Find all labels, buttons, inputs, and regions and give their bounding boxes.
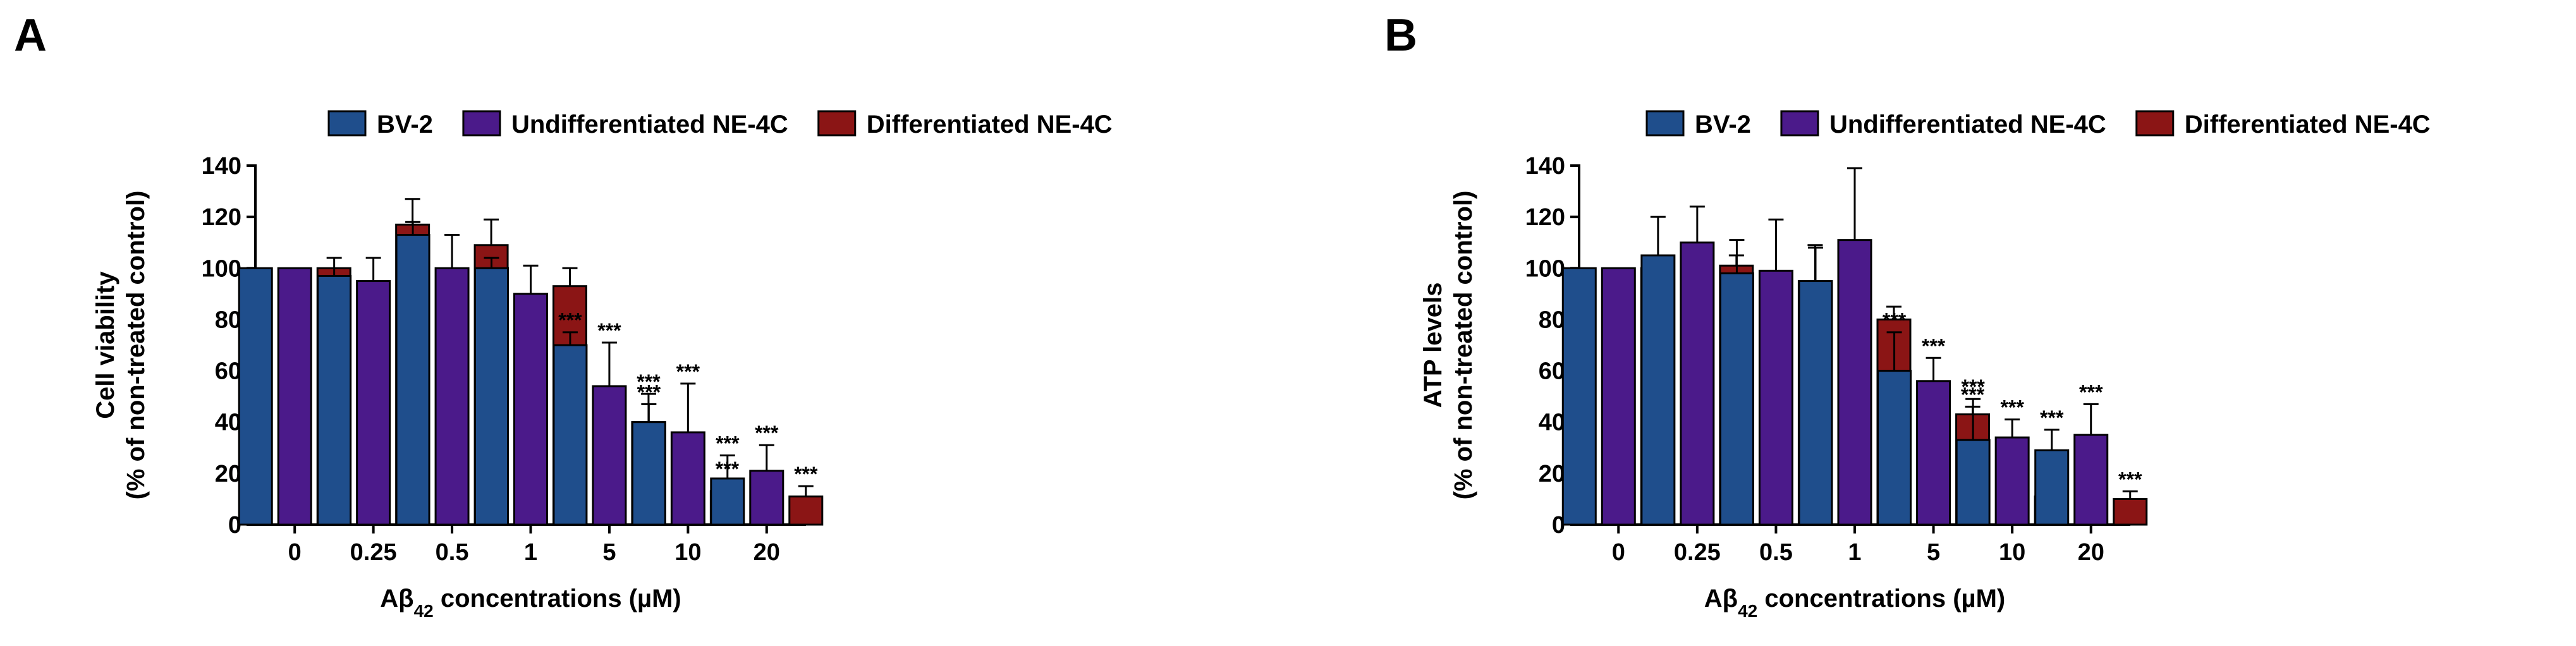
panel-b-bar-bv-2-10-significance: *** [1961,375,1985,398]
panel-b-bar-undifferentiated-ne-4c-5-significance: *** [1922,334,1946,357]
panel-a-bar-undifferentiated-ne-4c-10 [670,431,705,526]
panel-b-bar-undifferentiated-ne-4c-20 [2073,434,2109,526]
panel-b-legend-swatch-bv-2 [1645,110,1685,137]
panel-b-bar-bv-2-0-5 [1719,272,1754,526]
panel-a-bar-bv-2-1 [474,267,509,526]
panel-b-x-tick-label: 0.5 [1759,539,1793,566]
panel-a-bar-differentiated-ne-4c-5-significance: *** [637,370,661,393]
panel-a-legend-label-bv-2: BV-2 [377,111,433,138]
panel-a-y-tick-label: 120 [202,204,241,231]
panel-a-legend-label-undifferentiated-ne-4c: Undifferentiated NE-4C [511,111,788,138]
panel-a-x-tick-label: 0 [288,539,302,566]
panel-b-x-tick-label: 0.25 [1674,539,1721,566]
panel-b-bar-undifferentiated-ne-4c-10 [1994,436,2030,526]
panel-a-bar-undifferentiated-ne-4c-5-significance: *** [597,319,621,342]
panel-b-x-tick-label: 5 [1927,539,1940,566]
panel-b-y-axis-label: ATP levels (% of non-treated control) [1419,191,1477,500]
panel-a-bar-undifferentiated-ne-4c-1 [513,293,548,526]
panel-a-x-tick-label: 0.25 [350,539,397,566]
panel-b-y-tick-label: 0 [1552,512,1565,539]
panel-a-letter: A [14,10,47,61]
panel-a-x-tick-label: 10 [675,539,701,566]
panel-b-bar-bv-2-0-25 [1640,254,1676,526]
panel-b-x-axis-label: Aβ42 concentrations (µM) [1704,585,2005,621]
panel-b-bar-bv-2-20-significance: *** [2040,406,2064,429]
panel-a-bar-bv-2-0-25 [317,274,352,526]
panel-b-bar-undifferentiated-ne-4c-10-significance: *** [2000,396,2024,419]
panel-b-bar-undifferentiated-ne-4c-1 [1837,239,1872,526]
panel-a-bar-undifferentiated-ne-4c-0-25 [356,280,391,526]
panel-a-legend-swatch-undifferentiated-ne-4c [462,110,501,137]
panel-a-y-tick-label: 100 [202,255,241,282]
panel-a-x-axis-label: Aβ42 concentrations (µM) [380,585,681,621]
panel-b-y-label-line1: ATP levels [1419,283,1447,408]
panel-b-legend-swatch-undifferentiated-ne-4c [1780,110,1819,137]
panel-b-y-tick-label: 120 [1525,204,1565,231]
panel-a-bar-bv-2-10 [631,421,666,526]
panel-b-y-tick-label: 60 [1539,358,1565,385]
panel-a-bar-undifferentiated-ne-4c-20 [749,470,784,526]
panel-a-bar-differentiated-ne-4c-20 [788,495,824,526]
panel-b-bar-bv-2-1 [1798,280,1833,526]
panel-a-bar-differentiated-ne-4c-20-significance: *** [794,463,818,485]
panel-a-bar-undifferentiated-ne-4c-0 [277,267,312,526]
panel-b-x-tick-label: 0 [1612,539,1625,566]
panel-b-letter: B [1384,10,1417,61]
panel-b-bar-undifferentiated-ne-4c-20-significance: *** [2079,381,2103,403]
panel-b-bar-bv-2-20 [2034,449,2070,526]
panel-b-bar-differentiated-ne-4c-20 [2113,497,2148,526]
panel-a-y-axis-label: Cell viability (% of non-treated control) [92,191,150,500]
panel-a-legend-swatch-bv-2 [327,110,367,137]
panel-a-bar-bv-2-10-significance: *** [637,381,661,403]
panel-b-bar-differentiated-ne-4c-20-significance: *** [2118,468,2142,491]
panel-b-y-label-line2: (% of non-treated control) [1450,191,1477,500]
panel-a-bar-bv-2-20-significance: *** [716,432,740,454]
panel-b-legend-label-differentiated-ne-4c: Differentiated NE-4C [2185,111,2431,138]
panel-b-y-tick-label: 80 [1539,307,1565,333]
panel-b-bar-bv-2-5 [1877,370,1912,526]
panel-a-y-label-line2: (% of non-treated control) [122,191,150,500]
panel-b-y-tick-label: 20 [1539,461,1565,487]
panel-a-bar-undifferentiated-ne-4c-5 [592,385,627,526]
panel-a-bar-bv-2-0-5 [395,234,430,526]
panel-b-bar-undifferentiated-ne-4c-5 [1916,380,1951,526]
panel-a-bar-bv-2-20 [710,477,745,526]
panel-b-legend-label-bv-2: BV-2 [1695,111,1751,138]
panel-a-x-tick-label: 20 [754,539,780,566]
panel-a-x-tick-label: 5 [602,539,616,566]
panel-a-legend-label-differentiated-ne-4c: Differentiated NE-4C [867,111,1113,138]
panel-b-x-tick-label: 10 [1999,539,2025,566]
panel-b-y-tick-label: 140 [1525,153,1565,180]
panel-b-bar-bv-2-0 [1561,267,1597,526]
panel-b-y-tick-label: 40 [1539,410,1565,436]
panel-b-y-tick-label: 100 [1525,255,1565,282]
panel-a-bar-undifferentiated-ne-4c-0-5 [434,267,470,526]
panel-b-bar-undifferentiated-ne-4c-0-25 [1680,241,1715,526]
panel-a-bar-bv-2-0 [238,267,273,526]
panel-b-bar-bv-2-10 [1955,439,1991,526]
panel-b-x-tick-label: 20 [2078,539,2104,566]
panel-a-y-tick-label: 20 [215,461,241,487]
panel-a-y-tick-label: 40 [215,410,241,436]
panel-a-bar-bv-2-5-significance: *** [558,309,582,332]
panel-a-bar-undifferentiated-ne-4c-10-significance: *** [676,360,700,383]
panel-b-x-tick-label: 1 [1848,539,1861,566]
panel-b-bar-bv-2-5-significance: *** [1883,309,1907,332]
panel-a-legend-swatch-differentiated-ne-4c [817,110,857,137]
panel-a-x-tick-label: 1 [524,539,537,566]
panel-b-bar-undifferentiated-ne-4c-0 [1601,267,1636,526]
panel-b-legend-swatch-differentiated-ne-4c [2135,110,2175,137]
panel-a: A BV-2 Undifferentiated NE-4C Differentiate… [14,10,1113,621]
panel-a-x-tick-label: 0.5 [436,539,469,566]
panel-a-bar-bv-2-5 [552,344,588,526]
panel-a-y-tick-label: 80 [215,307,241,333]
panel-a-y-label-line1: Cell viability [92,271,119,419]
panel-b: B BV-2 Undifferentiated NE-4C Differentiate… [1384,10,2431,621]
panel-a-y-tick-label: 60 [215,358,241,385]
panel-a-y-tick-label: 140 [202,153,241,180]
panel-b-bar-undifferentiated-ne-4c-0-5 [1758,269,1793,526]
panel-a-bar-undifferentiated-ne-4c-20-significance: *** [755,422,779,444]
panel-b-legend-label-undifferentiated-ne-4c: Undifferentiated NE-4C [1829,111,2106,138]
